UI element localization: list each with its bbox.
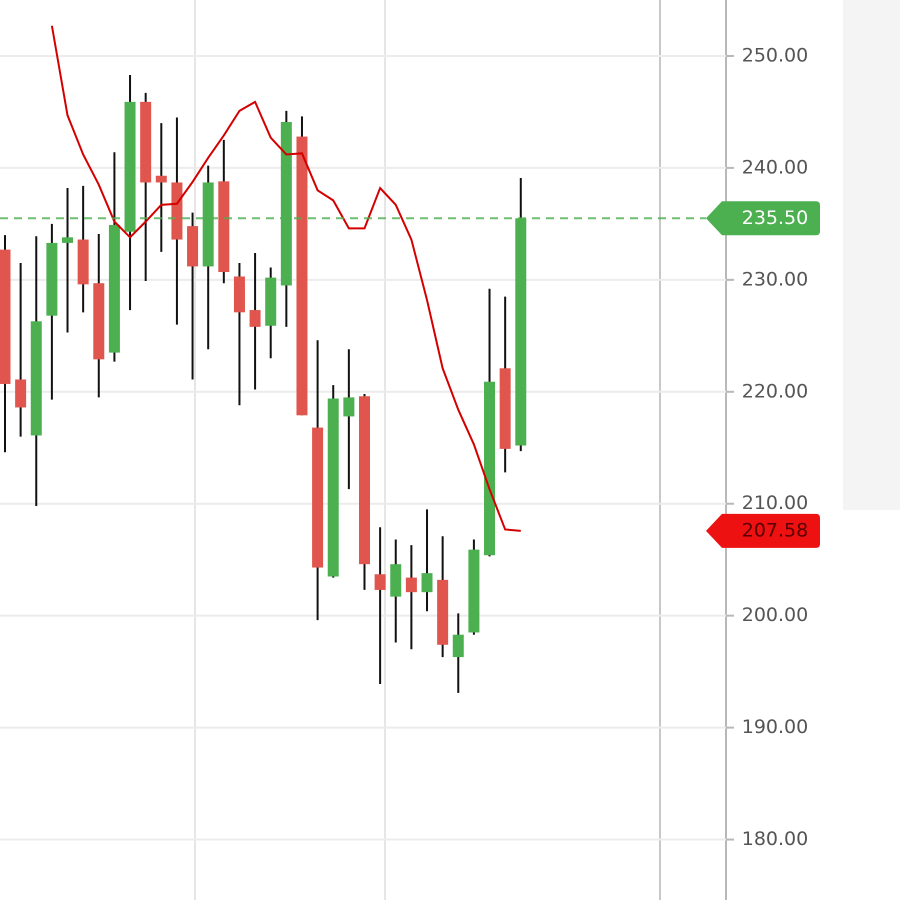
candle-body [93,283,105,360]
candle-body [499,368,511,449]
y-tick-label: 200.00 [742,604,808,626]
candle-body [46,242,58,316]
y-tick-label: 220.00 [742,380,808,402]
candle-body [484,381,496,556]
candle-body [405,577,417,593]
candle-body [515,218,527,446]
candle-body [30,321,42,436]
candle-body [468,549,480,633]
candle-body [249,310,261,327]
candle-body [171,182,183,240]
price-tag [706,201,820,236]
candle-body [62,237,74,243]
candle-body [140,101,152,183]
ma-line [50,25,521,532]
candle-body [0,249,11,384]
y-tick-label: 230.00 [742,268,808,290]
candle-body [155,175,167,183]
candle-body [390,564,402,597]
candle-body [218,181,230,273]
candle-body [108,225,120,353]
candle-body [202,182,214,267]
y-tick-label: 250.00 [742,44,808,66]
candle-body [421,573,433,593]
y-tick-label: 240.00 [742,156,808,178]
candle-body [265,277,277,326]
y-tick-label: 180.00 [742,828,808,850]
price-tag-label: 235.50 [742,207,808,229]
candle-body [374,574,386,590]
candle-body [358,396,370,565]
y-tick-label: 190.00 [742,716,808,738]
candle-body [124,101,136,232]
side-strip [843,0,900,510]
candle-body [437,579,449,645]
candle-body [343,397,355,417]
candle-body [15,379,27,408]
ma-tag [706,513,820,548]
candle-body [233,276,245,313]
ma-tag-label: 207.58 [742,519,808,541]
candle-body [280,122,292,286]
candle-body [296,136,308,416]
candle-body [452,634,464,658]
y-tick-label: 210.00 [742,492,808,514]
candle-body [187,226,199,267]
candle-body [327,398,339,577]
candle-body [77,239,89,285]
candle-body [312,427,324,568]
